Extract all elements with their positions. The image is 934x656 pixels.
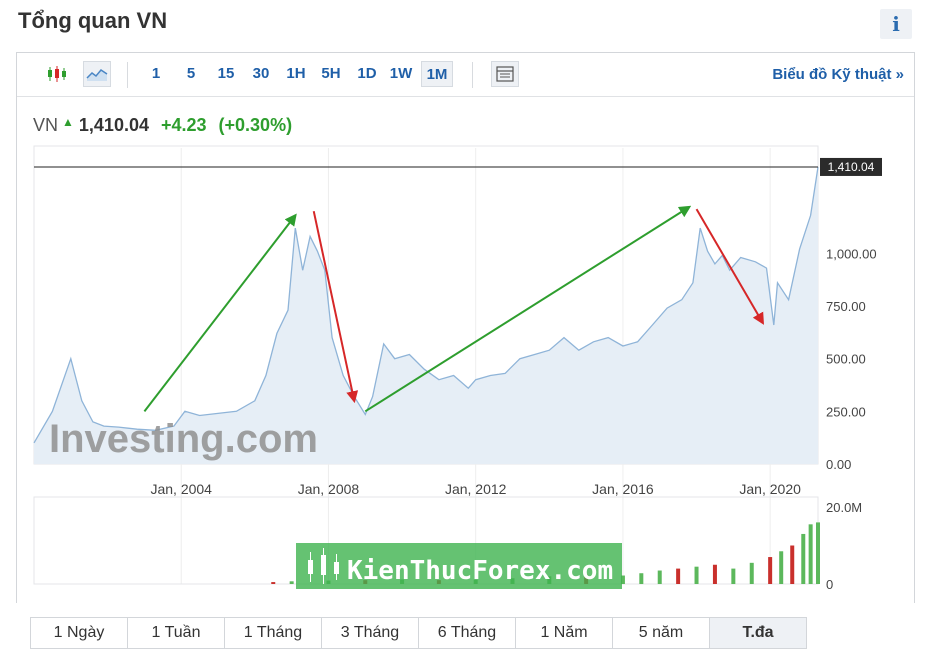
x-tick-label: Jan, 2016 [592, 481, 654, 497]
period-3-months[interactable]: 3 Tháng [321, 617, 419, 649]
volume-bar [289, 581, 294, 584]
x-tick-label: Jan, 2008 [298, 481, 360, 497]
period-1-day[interactable]: 1 Ngày [30, 617, 128, 649]
volume-bar [816, 522, 820, 584]
interval-5h[interactable]: 5H [321, 65, 341, 82]
volume-bar [694, 566, 699, 584]
technical-chart-link[interactable]: Biểu đồ Kỹ thuật » [772, 66, 904, 83]
period-6-months[interactable]: 6 Tháng [418, 617, 516, 649]
interval-15[interactable]: 15 [217, 65, 235, 82]
volume-bar [749, 562, 754, 584]
volume-zero-label: 0 [826, 577, 833, 592]
y-tick-label: 1,000.00 [826, 246, 877, 261]
chart-toolbar: 1 5 15 30 1H 5H 1D 1W 1M Biểu đồ Kỹ thuậ… [17, 53, 914, 97]
green-trend-arrow [143, 213, 297, 412]
quote-change: +4.23 [160, 115, 207, 135]
candlestick-icon[interactable] [43, 61, 71, 87]
price-chart[interactable]: Investing.com 1,410.04 0.00 250.00 500.00 75… [16, 52, 896, 603]
interval-5[interactable]: 5 [186, 65, 196, 82]
price-line [33, 166, 819, 444]
quote-price: 1,410.04 [78, 115, 149, 135]
volume-bar [779, 551, 784, 584]
volume-max-label: 20.0M [826, 500, 862, 515]
interval-1d[interactable]: 1D [357, 65, 377, 82]
volume-bar [808, 524, 813, 584]
x-tick-label: Jan, 2020 [739, 481, 801, 497]
period-1-year[interactable]: 1 Năm [515, 617, 613, 649]
interval-30[interactable]: 30 [252, 65, 270, 82]
interval-1[interactable]: 1 [151, 65, 161, 82]
interval-1m[interactable]: 1M [421, 61, 453, 87]
red-trend-arrow [695, 208, 764, 325]
volume-bar [620, 575, 625, 584]
period-selector: 1 Ngày 1 Tuần 1 Tháng 3 Tháng 6 Tháng 1 … [30, 617, 807, 649]
period-1-month[interactable]: 1 Tháng [224, 617, 322, 649]
volume-bar [768, 557, 773, 584]
toolbar-separator [472, 62, 473, 88]
table-view-icon[interactable] [491, 61, 519, 87]
y-tick-label: 0.00 [826, 457, 851, 472]
volume-bar [731, 568, 736, 584]
y-tick-label: 250.00 [826, 404, 866, 419]
volume-bar [676, 568, 681, 584]
price-area [34, 167, 818, 464]
arrow-up-icon: ▲ [62, 115, 74, 129]
y-tick-label: 500.00 [826, 352, 866, 367]
page-title: Tổng quan VN [18, 8, 168, 33]
chart-panel: 1 5 15 30 1H 5H 1D 1W 1M Biểu đồ Kỹ thuậ… [16, 52, 915, 603]
volume-bar [712, 564, 717, 584]
interval-1h[interactable]: 1H [286, 65, 306, 82]
y-tick-label: 750.00 [826, 299, 866, 314]
quote-symbol: VN [33, 115, 59, 135]
volume-bar [790, 545, 795, 584]
last-value-badge [820, 157, 882, 176]
green-trend-arrow [364, 205, 692, 413]
period-max[interactable]: T.đa [709, 617, 807, 649]
kienthuc-watermark: KienThucForex.com [347, 556, 613, 586]
red-trend-arrow [312, 210, 359, 404]
volume-bar [271, 582, 276, 584]
investing-watermark: Investing.com [49, 417, 318, 461]
x-tick-label: Jan, 2012 [445, 481, 507, 497]
quote-header: VN ▲ 1,410.04 +4.23 (+0.30%) [33, 115, 292, 136]
volume-bar [639, 573, 644, 584]
period-1-week[interactable]: 1 Tuần [127, 617, 225, 649]
candle-watermark-icon [308, 548, 339, 584]
volume-bar [657, 570, 662, 584]
period-5-years[interactable]: 5 năm [612, 617, 710, 649]
volume-bar [801, 533, 806, 584]
info-icon[interactable]: i [880, 9, 912, 39]
kienthuc-watermark-bg [296, 543, 622, 589]
toolbar-separator [127, 62, 128, 88]
area-chart-icon[interactable] [83, 61, 111, 87]
interval-1w[interactable]: 1W [389, 65, 413, 82]
quote-change-pct: (+0.30%) [218, 115, 293, 135]
last-value-label: 1,410.04 [828, 160, 875, 174]
x-tick-label: Jan, 2004 [150, 481, 212, 497]
